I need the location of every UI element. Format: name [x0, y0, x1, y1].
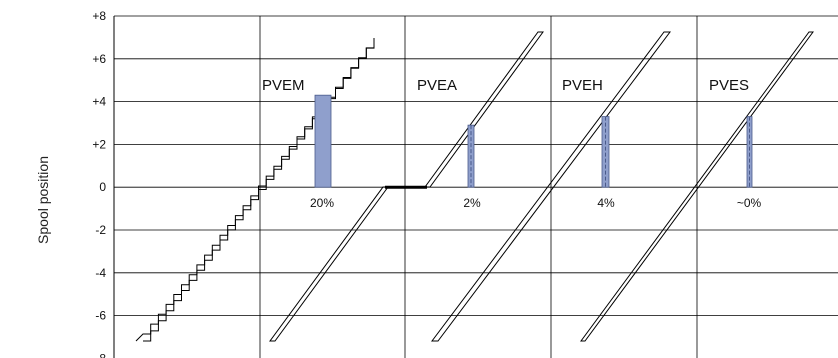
y-tick-label: +8: [92, 9, 106, 23]
y-tick-label: -6: [95, 309, 106, 323]
hysteresis-label-pvem: 20%: [310, 196, 334, 210]
y-tick-label: +2: [92, 137, 106, 151]
y-tick-label: 0: [99, 180, 106, 194]
y-axis-label: Spool position: [35, 156, 51, 244]
pvem-curve-falling: [135, 38, 375, 342]
hysteresis-label-pveh: 4%: [597, 196, 615, 210]
grid: [113, 15, 838, 358]
hysteresis-bands: [314, 94, 753, 188]
panel-label-pvea: PVEA: [417, 77, 457, 94]
y-tick-label: -2: [95, 223, 106, 237]
hysteresis-label-pves: ~0%: [737, 196, 762, 210]
hysteresis-label-pvea: 2%: [463, 196, 481, 210]
panel-labels: PVEM 20% PVEA 2% PVEH 4% PVES ~0%: [262, 77, 762, 210]
y-tick-label: -8: [95, 351, 106, 358]
curves: [135, 31, 814, 342]
panel-label-pvem: PVEM: [262, 77, 305, 94]
panel-label-pves: PVES: [709, 77, 749, 94]
pvea-curve-low: [269, 186, 389, 342]
y-tick-label: -4: [95, 266, 106, 280]
pvem-band: [314, 94, 332, 188]
pvea-curve-high: [424, 31, 544, 188]
pves-curve: [580, 31, 814, 342]
y-tick-label: +6: [92, 52, 106, 66]
pveh-curve: [430, 31, 672, 342]
panel-label-pveh: PVEH: [562, 77, 603, 94]
y-tick-labels: +8 +6 +4 +2 0 -2 -4 -6 -8: [92, 9, 106, 358]
y-tick-label: +4: [92, 95, 106, 109]
